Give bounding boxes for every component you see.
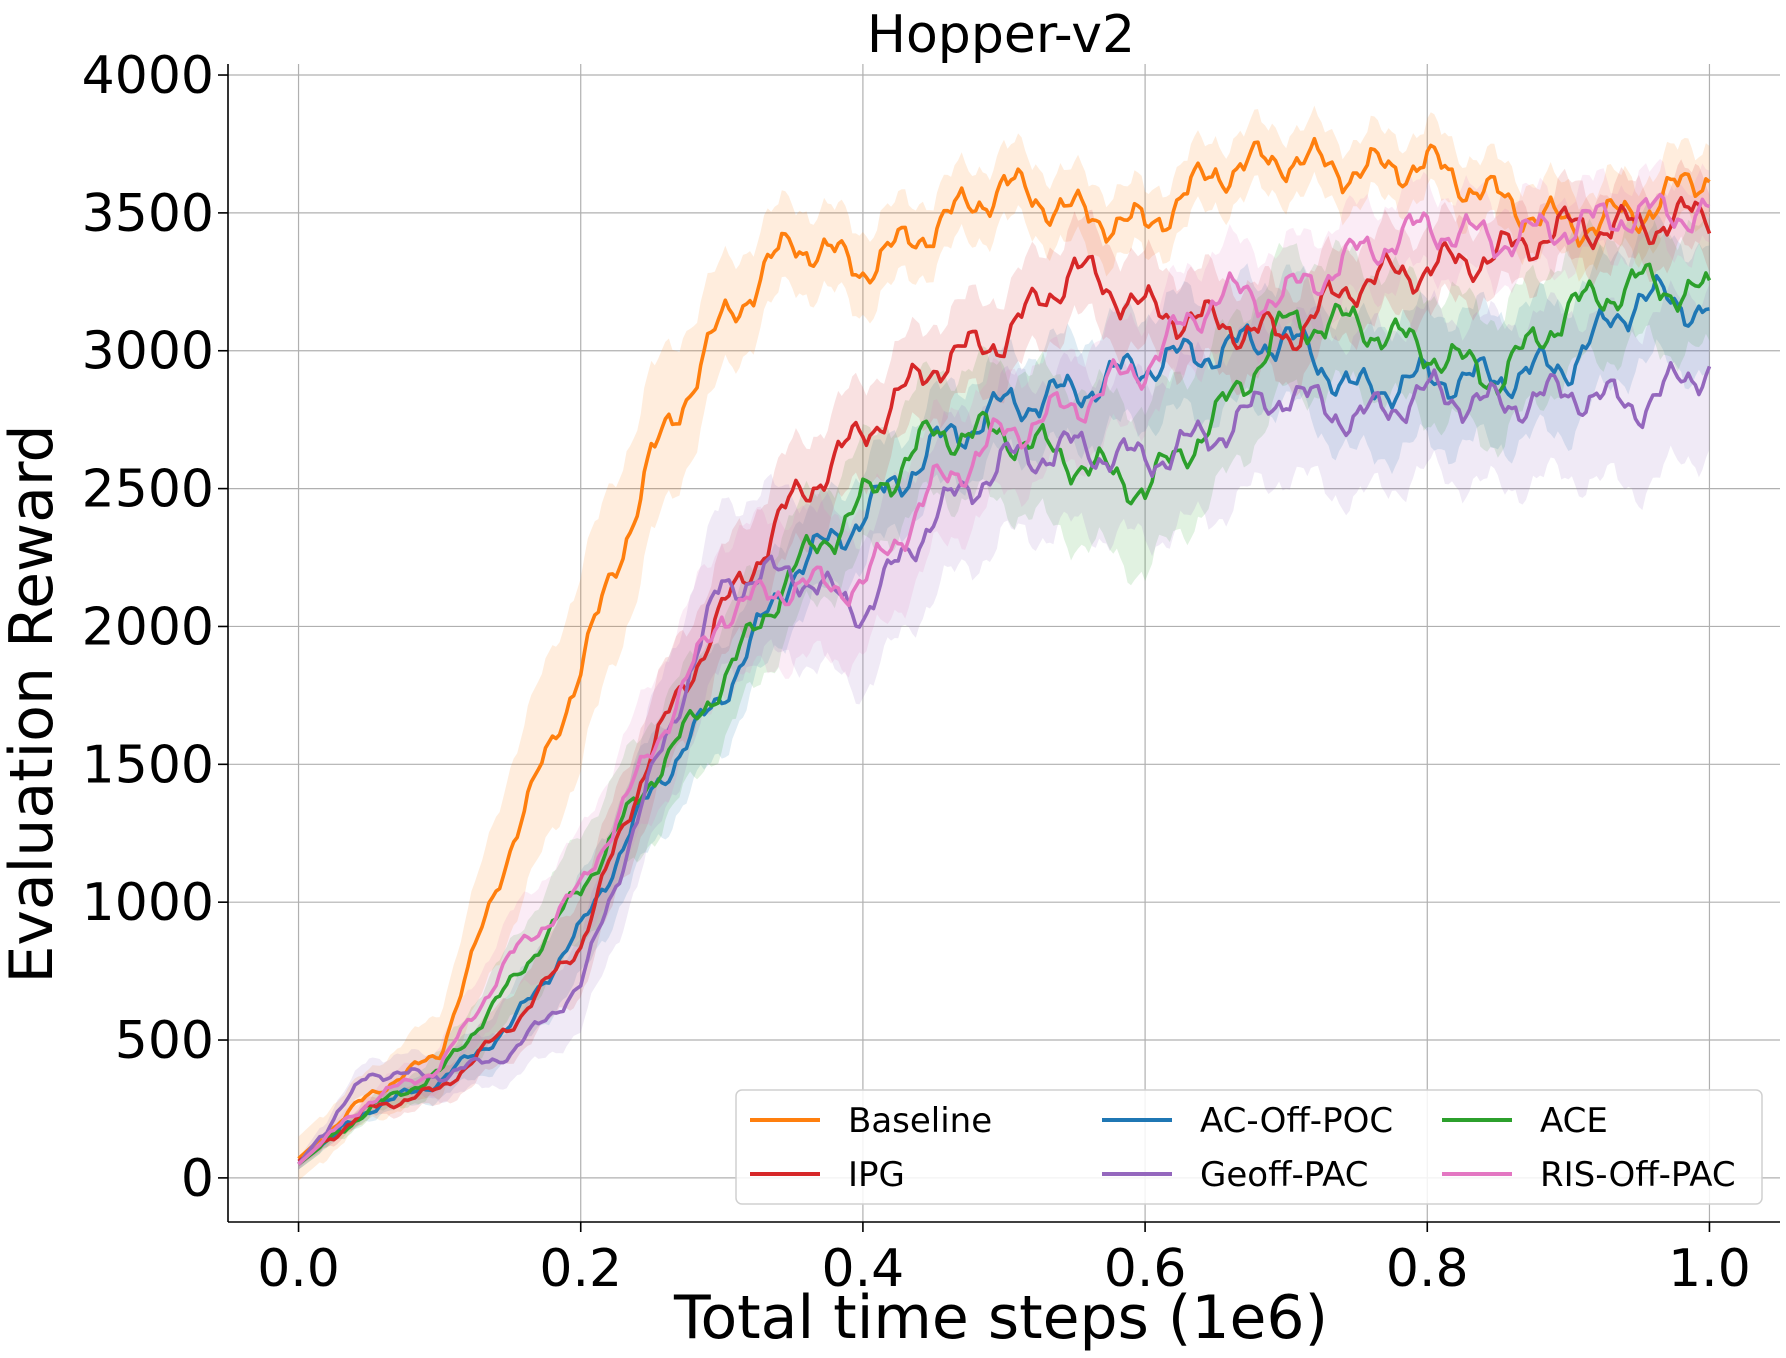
legend-label: ACE bbox=[1540, 1101, 1608, 1141]
axes bbox=[218, 64, 1780, 1232]
band-ipg bbox=[298, 159, 1710, 1167]
y-tick-label: 500 bbox=[115, 1011, 214, 1071]
legend-label: Baseline bbox=[848, 1101, 992, 1141]
variance-bands bbox=[298, 105, 1710, 1181]
series-line-ac-off-poc bbox=[297, 274, 1710, 1166]
y-tick-label: 2500 bbox=[82, 460, 214, 520]
legend-label: RIS-Off-PAC bbox=[1540, 1155, 1736, 1195]
legend-label: Geoff-PAC bbox=[1200, 1155, 1369, 1195]
band-baseline bbox=[298, 105, 1710, 1181]
legend-label: IPG bbox=[848, 1155, 905, 1195]
y-tick-label: 1500 bbox=[82, 735, 214, 795]
legend: Baseline AC-Off-POC ACE IPG Geoff-PAC RIS-Off… bbox=[735, 1089, 1763, 1205]
series-line-ipg bbox=[297, 196, 1712, 1163]
y-tick-label: 1000 bbox=[82, 873, 214, 933]
y-tick-label: 3000 bbox=[82, 322, 214, 382]
x-tick-label: 0.0 bbox=[257, 1239, 340, 1299]
series-line-geoff-pac bbox=[297, 361, 1712, 1166]
x-tick-label: 0.6 bbox=[1104, 1239, 1187, 1299]
series-line-ris-off-pac bbox=[297, 192, 1711, 1166]
chart-title: Hopper-v2 bbox=[867, 5, 1135, 65]
series-lines bbox=[297, 136, 1712, 1166]
x-tick-label: 0.4 bbox=[822, 1239, 905, 1299]
x-tick-label: 0.2 bbox=[539, 1239, 622, 1299]
y-tick-label: 0 bbox=[181, 1149, 214, 1209]
y-tick-label: 2000 bbox=[82, 597, 214, 657]
series-line-baseline bbox=[297, 136, 1711, 1160]
y-tick-label: 4000 bbox=[82, 46, 214, 106]
x-tick-label: 0.8 bbox=[1386, 1239, 1469, 1299]
y-axis-label: Evaluation Reward bbox=[0, 424, 67, 983]
legend-label: AC-Off-POC bbox=[1200, 1101, 1393, 1141]
x-tick-label: 1.0 bbox=[1668, 1239, 1751, 1299]
x-axis-label: Total time steps (1e6) bbox=[673, 1283, 1328, 1353]
tick-labels: 0.0 0.2 0.4 0.6 0.8 1.0 0 500 1000 1500 2000 2500 30… bbox=[82, 46, 1751, 1299]
y-tick-label: 3500 bbox=[82, 184, 214, 244]
band-ac-off-poc bbox=[298, 212, 1710, 1170]
